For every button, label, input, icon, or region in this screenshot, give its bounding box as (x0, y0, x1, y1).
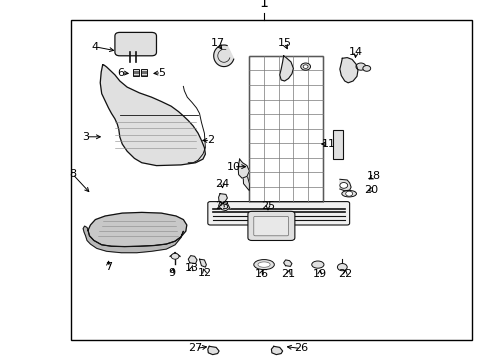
Polygon shape (283, 260, 291, 266)
Circle shape (300, 63, 310, 70)
Bar (332, 130, 343, 159)
Text: 16: 16 (254, 269, 268, 279)
Ellipse shape (311, 261, 323, 268)
Bar (71, 20, 471, 340)
Polygon shape (271, 346, 282, 355)
Ellipse shape (341, 190, 356, 197)
Bar (141, 69, 147, 76)
Text: 10: 10 (226, 162, 240, 172)
FancyBboxPatch shape (247, 211, 294, 240)
Polygon shape (188, 256, 197, 264)
Circle shape (345, 191, 352, 196)
Polygon shape (218, 202, 229, 211)
Polygon shape (207, 346, 219, 355)
Circle shape (337, 264, 346, 271)
Polygon shape (83, 226, 183, 253)
Text: 17: 17 (210, 38, 224, 48)
Text: 26: 26 (293, 343, 307, 354)
Bar (133, 69, 139, 76)
Polygon shape (100, 65, 205, 166)
Text: 8: 8 (69, 169, 76, 179)
Circle shape (362, 66, 370, 71)
Text: 23: 23 (215, 201, 229, 211)
FancyBboxPatch shape (207, 202, 349, 225)
Text: 24: 24 (215, 179, 229, 189)
Text: 3: 3 (82, 132, 89, 142)
Polygon shape (238, 159, 249, 178)
Text: 21: 21 (281, 269, 295, 279)
Text: 27: 27 (188, 343, 203, 354)
Text: 1: 1 (259, 0, 268, 10)
Polygon shape (339, 179, 350, 191)
Polygon shape (339, 58, 357, 83)
Text: 25: 25 (261, 201, 274, 211)
Polygon shape (218, 194, 227, 203)
Text: 22: 22 (337, 269, 352, 279)
Ellipse shape (253, 260, 274, 270)
Text: 6: 6 (117, 68, 124, 78)
Text: 4: 4 (92, 42, 99, 52)
Text: 15: 15 (277, 38, 291, 48)
Polygon shape (88, 212, 186, 247)
Ellipse shape (258, 262, 270, 267)
Text: 14: 14 (348, 47, 362, 57)
Text: 18: 18 (366, 171, 380, 181)
FancyBboxPatch shape (115, 32, 156, 56)
Text: 9: 9 (168, 267, 175, 278)
Polygon shape (213, 45, 233, 67)
Circle shape (171, 253, 179, 259)
Text: 20: 20 (364, 185, 378, 195)
Circle shape (303, 65, 307, 68)
Text: 7: 7 (105, 262, 112, 272)
Text: 5: 5 (158, 68, 164, 78)
Circle shape (339, 183, 347, 188)
Text: 19: 19 (312, 269, 326, 279)
Polygon shape (279, 56, 293, 81)
Bar (249, 56, 322, 202)
Text: 2: 2 (206, 135, 213, 145)
Text: 11: 11 (321, 139, 335, 149)
Polygon shape (199, 259, 206, 267)
Text: 12: 12 (197, 267, 211, 278)
Polygon shape (243, 166, 249, 191)
Text: 13: 13 (184, 263, 198, 273)
FancyBboxPatch shape (253, 216, 288, 236)
Circle shape (355, 63, 365, 70)
